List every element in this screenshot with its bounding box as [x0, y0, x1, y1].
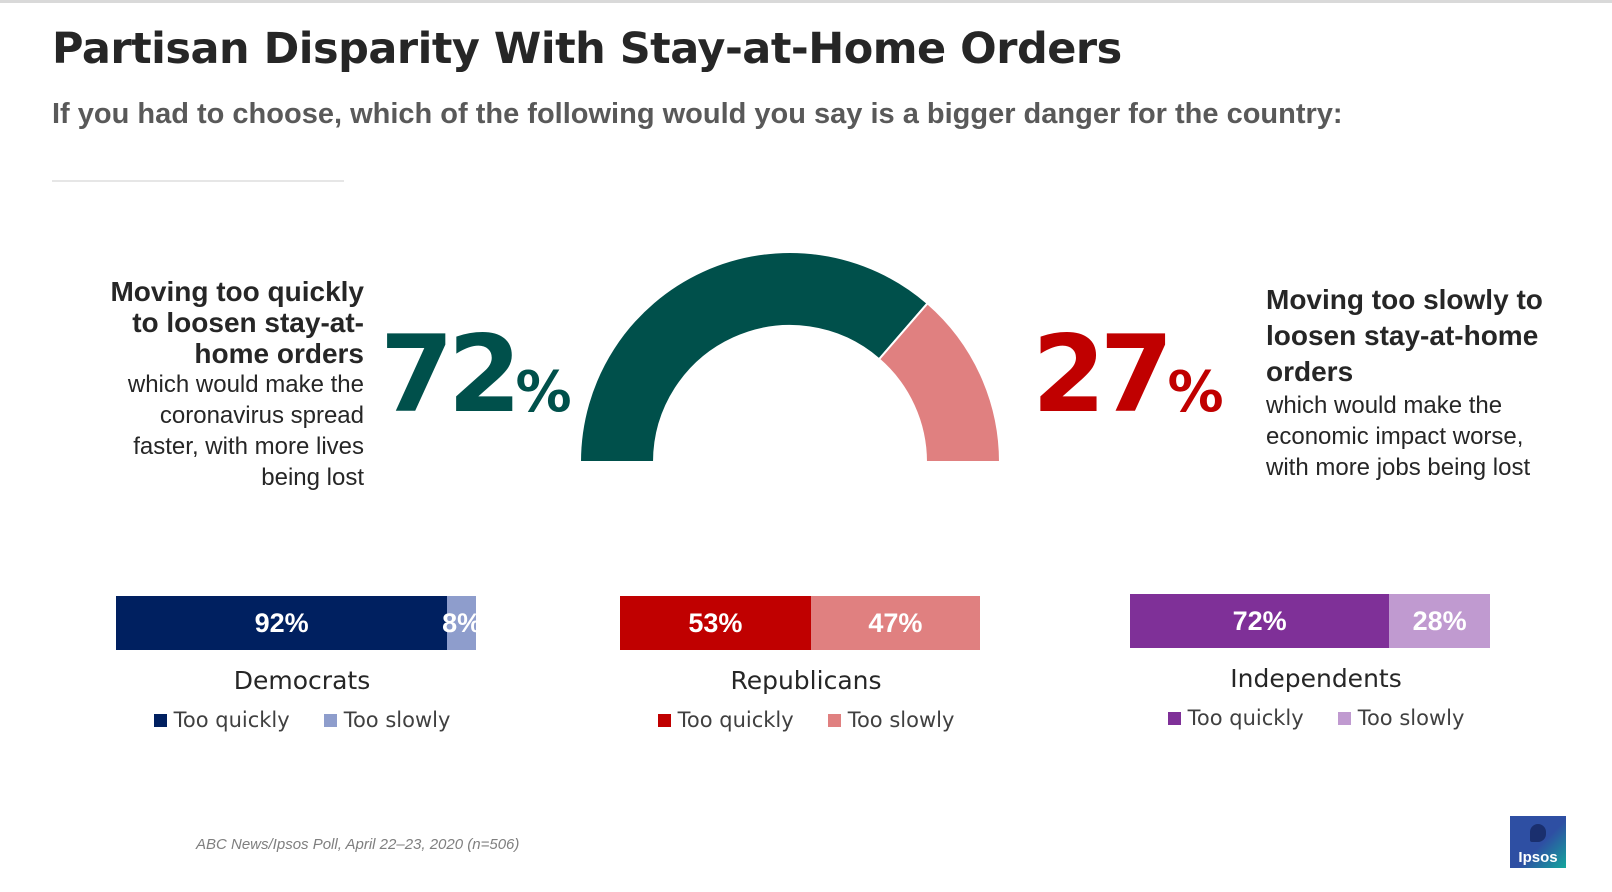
stacked-bar-independents: 72% 28%	[1130, 594, 1490, 648]
legend-item-too-slowly: Too slowly	[1337, 706, 1465, 730]
source-note: ABC News/Ipsos Poll, April 22–23, 2020 (…	[196, 836, 520, 853]
bar-value-label: 53%	[688, 607, 743, 638]
half-donut-gauge	[580, 251, 1000, 463]
option-quick-desc-line: which would make the	[127, 371, 364, 398]
option-slow-text: Moving too slowly to loosen stay-at-home…	[1266, 282, 1596, 483]
legend-label: Too slowly	[343, 708, 451, 732]
bar-value-label: 28%	[1412, 605, 1467, 636]
legend-item-too-slowly: Too slowly	[827, 708, 955, 732]
bar-segment-too-slowly: 47%	[810, 596, 980, 650]
legend-item-too-quickly: Too quickly	[657, 708, 794, 732]
bar-segment-too-quickly: 72%	[1130, 594, 1390, 648]
legend-item-too-slowly: Too slowly	[323, 708, 451, 732]
group-republicans: 53% 47% Republicans Too quickly Too slow…	[620, 596, 992, 732]
slow-percentage: 27%	[1032, 322, 1224, 428]
question-subtitle: If you had to choose, which of the follo…	[52, 98, 1343, 130]
option-quick-desc-line: coronavirus spread	[159, 402, 364, 429]
option-quick-heading-line: Moving too quickly	[110, 276, 364, 307]
legend: Too quickly Too slowly	[1130, 706, 1502, 730]
group-democrats: 92% 8% Democrats Too quickly Too slowly	[116, 596, 488, 732]
legend: Too quickly Too slowly	[620, 708, 992, 732]
legend-swatch	[657, 713, 671, 727]
option-quick-description: which would make the coronavirus spread …	[80, 369, 364, 493]
option-slow-heading-line: orders	[1266, 356, 1354, 387]
group-independents: 72% 28% Independents Too quickly Too slo…	[1130, 594, 1502, 730]
gauge-segment-too-slowly	[877, 301, 1000, 463]
option-quick-heading-line: home orders	[194, 338, 364, 369]
legend-label: Too quickly	[677, 708, 794, 732]
legend-item-too-quickly: Too quickly	[1167, 706, 1304, 730]
group-name: Republicans	[730, 666, 882, 695]
slow-percentage-value: 27	[1032, 313, 1173, 436]
legend: Too quickly Too slowly	[116, 708, 488, 732]
quick-percentage-value: 72	[380, 313, 521, 436]
legend-swatch	[323, 713, 337, 727]
option-quick-text: Moving too quickly to loosen stay-at- ho…	[80, 276, 364, 493]
option-slow-desc-line: with more jobs being lost	[1266, 454, 1531, 481]
bar-value-label: 47%	[868, 607, 923, 638]
option-quick-heading: Moving too quickly to loosen stay-at- ho…	[80, 276, 364, 369]
legend-label: Too quickly	[173, 708, 290, 732]
slow-percentage-symbol: %	[1167, 360, 1224, 425]
bar-value-label: 72%	[1232, 605, 1287, 636]
group-name: Democrats	[233, 666, 371, 695]
bar-segment-too-slowly: 8%	[442, 596, 481, 650]
legend-swatch	[1337, 711, 1351, 725]
quick-percentage: 72%	[380, 322, 572, 428]
page-title: Partisan Disparity With Stay-at-Home Ord…	[52, 24, 1122, 74]
option-slow-heading-line: loosen stay-at-home	[1266, 320, 1539, 351]
top-border	[0, 0, 1612, 3]
bar-segment-too-quickly: 53%	[620, 596, 811, 650]
option-slow-desc-line: which would make the	[1266, 392, 1503, 419]
quick-percentage-symbol: %	[515, 360, 572, 425]
legend-swatch	[153, 713, 167, 727]
legend-label: Too slowly	[1357, 706, 1465, 730]
option-slow-heading: Moving too slowly to loosen stay-at-home…	[1266, 282, 1596, 390]
bar-value-label: 92%	[254, 607, 309, 638]
legend-label: Too quickly	[1187, 706, 1304, 730]
legend-label: Too slowly	[847, 708, 955, 732]
gauge-segment-too-quickly	[580, 251, 929, 463]
logo-mark-icon	[1530, 824, 1546, 842]
option-quick-heading-line: to loosen stay-at-	[132, 307, 364, 338]
legend-item-too-quickly: Too quickly	[153, 708, 290, 732]
option-quick-desc-line: being lost	[261, 464, 364, 491]
option-slow-desc-line: economic impact worse,	[1266, 423, 1524, 450]
legend-swatch	[827, 713, 841, 727]
option-quick-desc-line: faster, with more lives	[133, 433, 364, 460]
legend-swatch	[1167, 711, 1181, 725]
bar-value-label: 8%	[442, 607, 482, 638]
ipsos-logo: Ipsos	[1510, 816, 1566, 868]
option-slow-heading-line: Moving too slowly to	[1266, 284, 1543, 315]
bar-segment-too-slowly: 28%	[1389, 594, 1490, 648]
divider	[52, 180, 344, 182]
group-name: Independents	[1230, 664, 1402, 693]
option-slow-description: which would make the economic impact wor…	[1266, 390, 1596, 483]
logo-text: Ipsos	[1518, 849, 1558, 866]
stacked-bar-democrats: 92% 8%	[116, 596, 481, 650]
stacked-bar-republicans: 53% 47%	[620, 596, 980, 650]
bar-segment-too-quickly: 92%	[116, 596, 448, 650]
